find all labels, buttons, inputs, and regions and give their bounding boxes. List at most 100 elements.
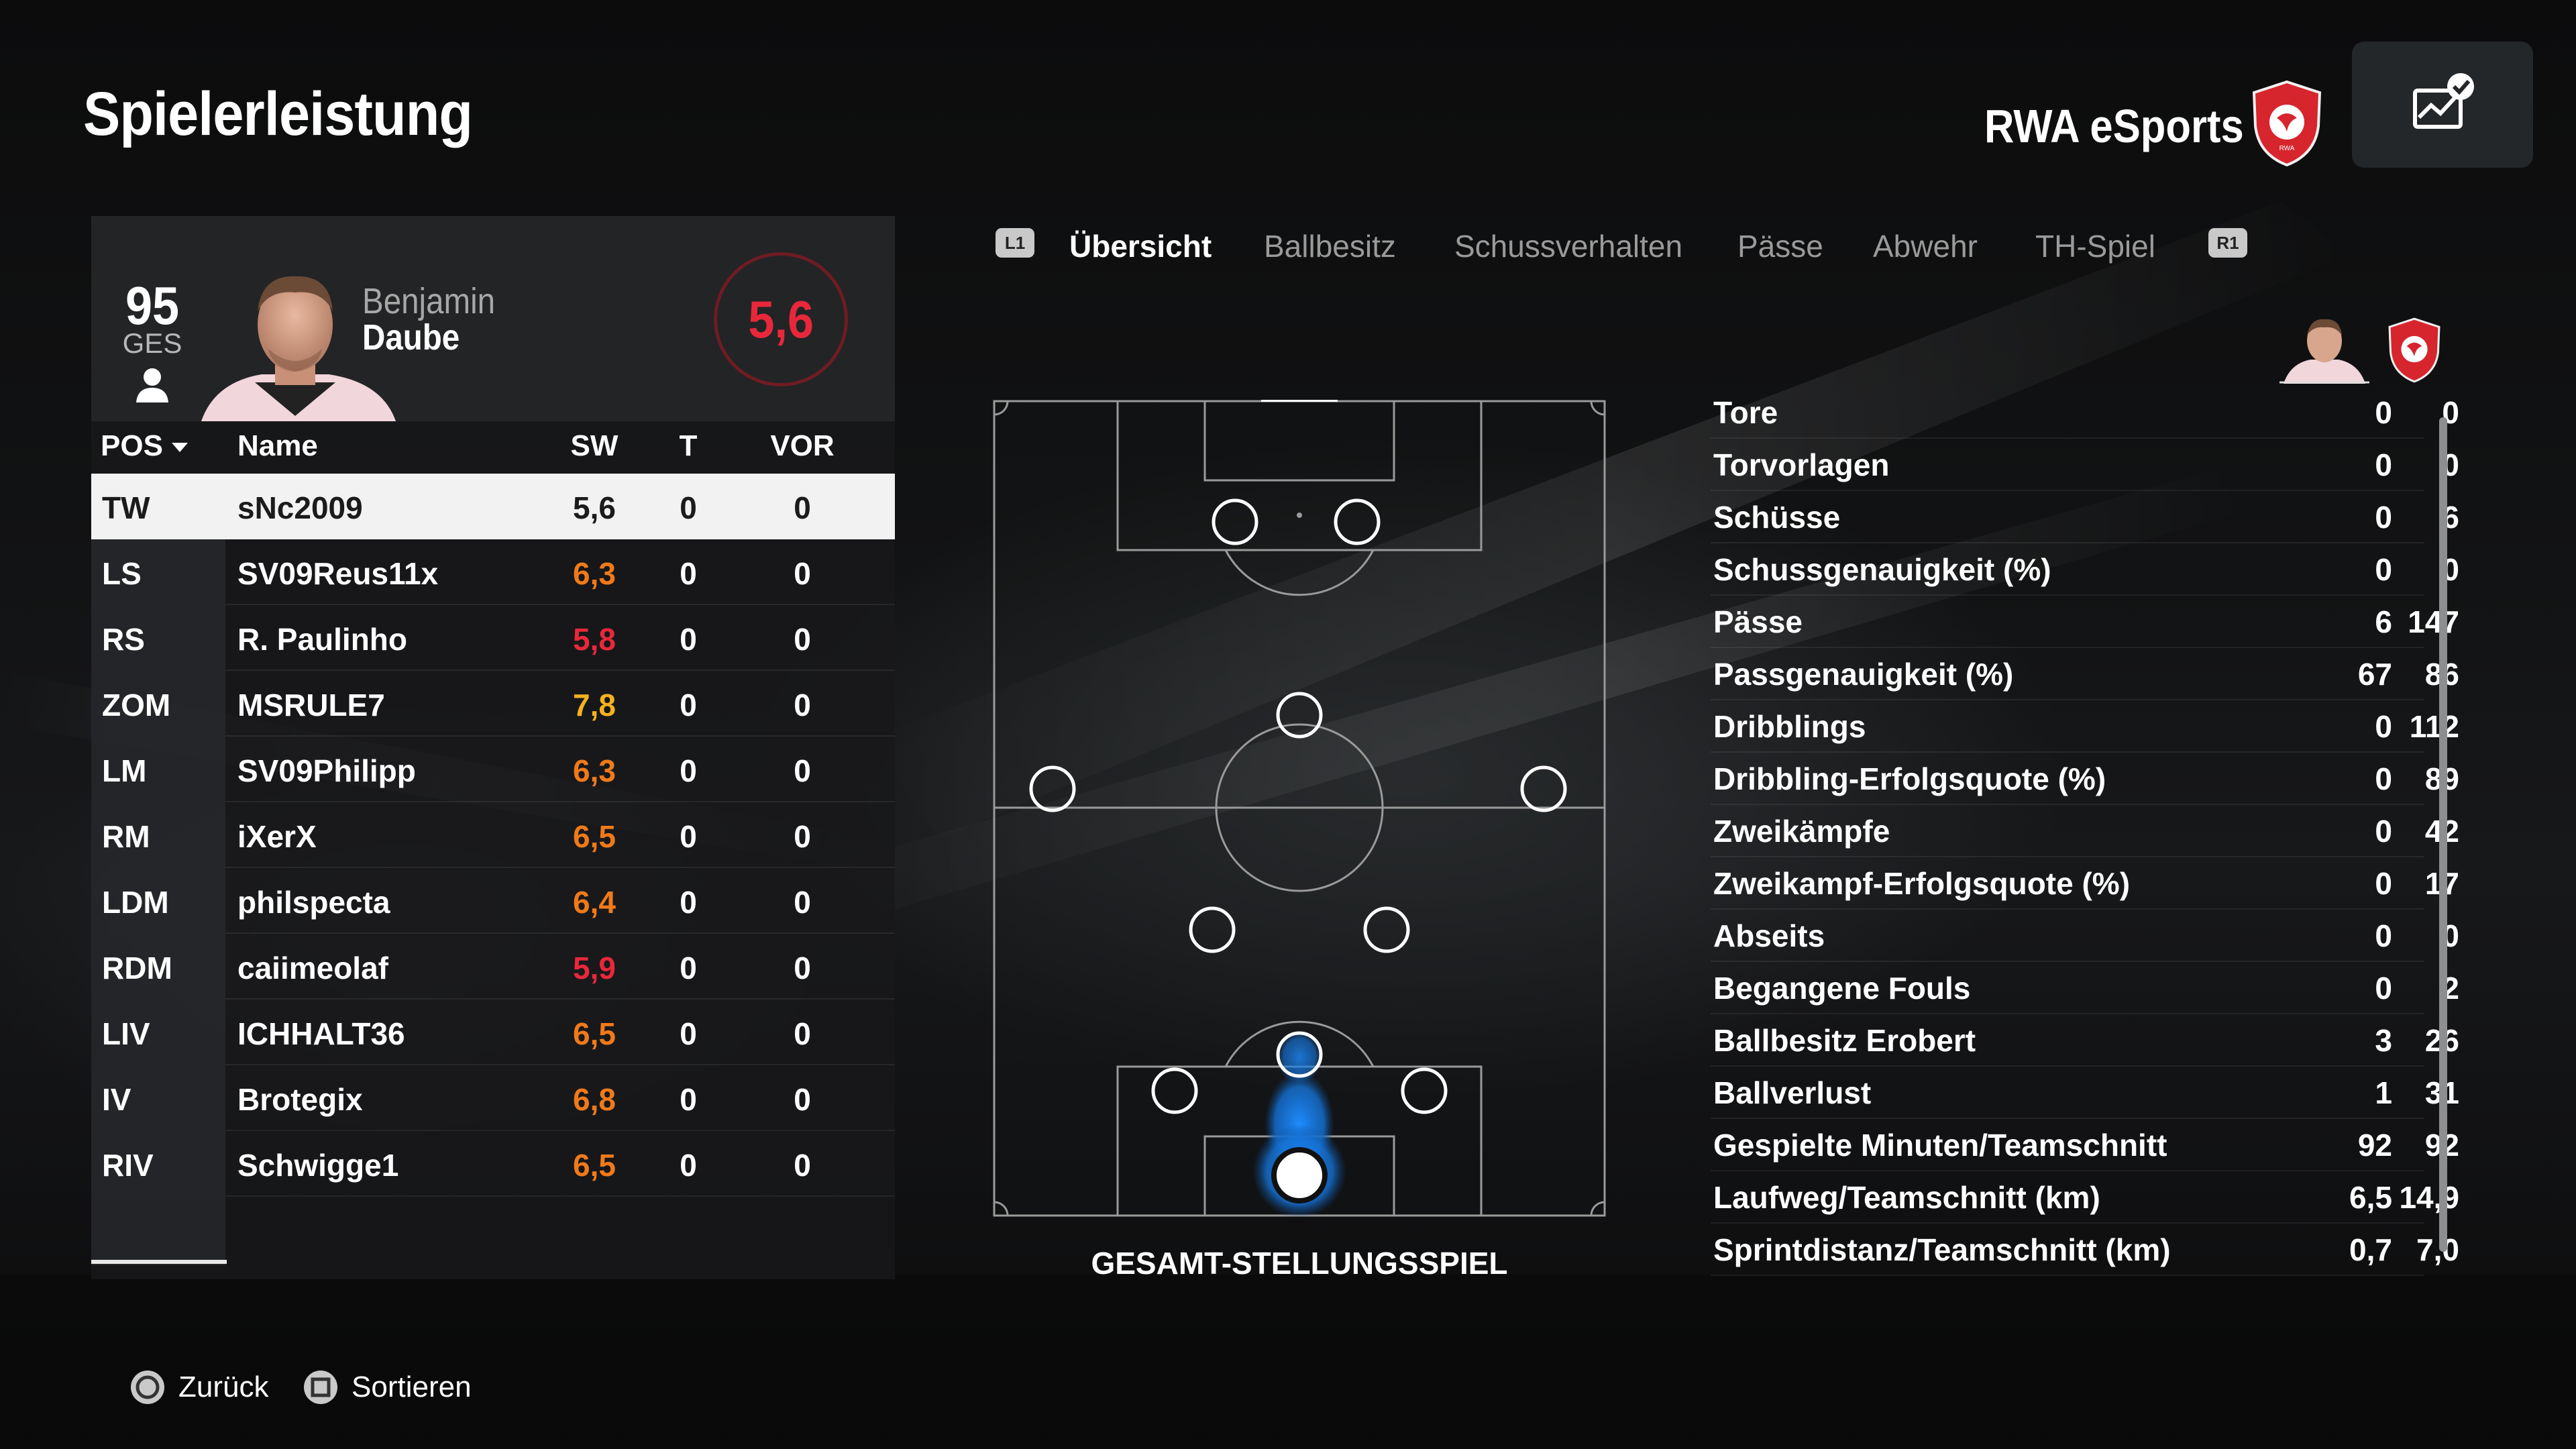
stat-label: Zweikämpfe xyxy=(1713,814,1890,849)
table-row[interactable]: RS R. Paulinho 5,8 0 0 xyxy=(91,605,895,671)
r1-button[interactable]: R1 xyxy=(2208,228,2247,258)
selected-player-marker xyxy=(1271,1147,1328,1203)
table-row[interactable]: RIV Schwigge1 6,5 0 0 xyxy=(91,1131,895,1197)
stats-scrollbar-thumb[interactable] xyxy=(2439,417,2447,1252)
tab-th-spiel[interactable]: TH-Spiel xyxy=(2035,229,2155,264)
l1-button[interactable]: L1 xyxy=(996,228,1034,258)
sort-button[interactable]: Sortieren xyxy=(302,1368,472,1406)
player-goals-cell: 0 xyxy=(680,951,697,985)
player-position: LS xyxy=(102,556,142,591)
stat-player-value: 67 xyxy=(2357,657,2392,692)
stat-team-value: 2 xyxy=(2442,971,2459,1006)
player-rating-cell: 6,4 xyxy=(573,885,616,920)
stat-team-value: 42 xyxy=(2392,813,2459,849)
player-position: RM xyxy=(102,819,150,854)
player-position: LDM xyxy=(102,885,169,920)
player-name: caiimeolaf xyxy=(237,951,388,985)
player-position: TW xyxy=(102,490,150,525)
player-assists-cell: 0 xyxy=(794,1082,811,1117)
player-assists-cell: 0 xyxy=(794,753,811,788)
stat-label: Torvorlagen xyxy=(1713,447,1890,482)
stat-row: Tore 0 0 xyxy=(1711,386,2459,439)
share-stats-button[interactable] xyxy=(2352,42,2533,168)
tab-paesse[interactable]: Pässe xyxy=(1737,229,1823,264)
player-goals-cell: 0 xyxy=(680,556,697,591)
stat-player-value: 0,7 xyxy=(2349,1232,2392,1267)
player-goals-cell: 0 xyxy=(680,885,697,920)
column-sw[interactable]: SW xyxy=(570,429,619,462)
stat-label: Ballbesitz Erobert xyxy=(1713,1023,1976,1058)
stat-player-value: 0 xyxy=(2375,866,2392,901)
column-pos[interactable]: POS xyxy=(101,429,190,463)
row-divider xyxy=(1711,856,2424,857)
player-assists-cell: 0 xyxy=(794,951,811,985)
square-button-icon xyxy=(304,1371,337,1404)
player-rating-cell: 6,3 xyxy=(573,753,616,788)
row-divider xyxy=(1711,542,2424,543)
table-row[interactable]: LDM philspecta 6,4 0 0 xyxy=(91,868,895,934)
tab-uebersicht[interactable]: Übersicht xyxy=(1069,229,1212,264)
player-assists-cell: 0 xyxy=(794,1148,811,1183)
row-divider xyxy=(1711,594,2424,596)
stat-team-value: 92 xyxy=(2392,1127,2459,1163)
player-goals-cell: 0 xyxy=(680,819,697,854)
table-row[interactable]: IV Brotegix 6,8 0 0 xyxy=(91,1065,895,1131)
column-vor[interactable]: VOR xyxy=(770,429,835,462)
player-assists-cell: 0 xyxy=(794,622,811,657)
player-position: LIV xyxy=(102,1016,150,1051)
stat-label: Sprintdistanz/Teamschnitt (km) xyxy=(1713,1232,2171,1267)
row-divider xyxy=(225,1064,895,1065)
player-assists-cell: 0 xyxy=(794,688,811,722)
row-divider xyxy=(225,538,895,539)
stat-player-value: 0 xyxy=(2375,761,2392,796)
player-name: philspecta xyxy=(237,885,390,920)
player-rating-cell: 5,9 xyxy=(573,951,616,985)
tab-abwehr[interactable]: Abwehr xyxy=(1873,229,1978,264)
stats-list: Tore 0 0 Torvorlagen 0 0 Schüsse 0 6 Schussgenaui… xyxy=(1711,386,2459,1276)
player-name: ICHHALT36 xyxy=(237,1016,405,1051)
player-name: Brotegix xyxy=(237,1082,363,1117)
stat-player-value: 0 xyxy=(2375,447,2392,482)
player-rating: 5,6 xyxy=(748,289,814,349)
player-rating-cell: 7,8 xyxy=(573,688,616,722)
row-divider xyxy=(225,1195,895,1197)
back-button[interactable]: Zurück xyxy=(129,1368,268,1406)
player-position: RS xyxy=(102,622,145,657)
column-name[interactable]: Name xyxy=(237,429,318,462)
row-divider xyxy=(1711,908,2424,910)
table-row[interactable]: LIV ICHHALT36 6,5 0 0 xyxy=(91,1000,895,1065)
column-t[interactable]: T xyxy=(679,429,698,462)
stat-label: Zweikampf-Erfolgsquote (%) xyxy=(1713,866,2131,901)
stat-player-value: 0 xyxy=(2375,814,2392,849)
player-goals-cell: 0 xyxy=(680,1148,697,1183)
player-position: ZOM xyxy=(102,688,171,722)
stat-player-value: 0 xyxy=(2375,709,2392,744)
stat-player-value: 0 xyxy=(2375,500,2392,535)
player-goals-cell: 0 xyxy=(680,1082,697,1117)
table-row[interactable]: ZOM MSRULE7 7,8 0 0 xyxy=(91,671,895,737)
table-row[interactable]: LM SV09Philipp 6,3 0 0 xyxy=(91,737,895,802)
row-divider xyxy=(225,669,895,671)
row-divider xyxy=(1711,804,2424,805)
stat-row: Abseits 0 0 xyxy=(1711,910,2459,962)
column-pos-label: POS xyxy=(101,429,163,462)
row-divider xyxy=(225,1130,895,1131)
stat-row: Pässe 6 147 xyxy=(1711,596,2459,648)
player-rating-cell: 6,5 xyxy=(573,819,616,854)
table-row[interactable]: TW sNc2009 5,6 0 0 xyxy=(91,474,895,539)
player-assists-cell: 0 xyxy=(794,885,811,920)
table-row[interactable]: RM iXerX 6,5 0 0 xyxy=(91,802,895,868)
stat-row: Zweikampf-Erfolgsquote (%) 017 xyxy=(1711,857,2459,910)
stat-team-value: 86 xyxy=(2392,656,2459,692)
stat-row: Laufweg/Teamschnitt (km) 6,5 14,9 xyxy=(1711,1171,2459,1224)
stat-player-value: 0 xyxy=(2375,971,2392,1006)
sort-arrow-icon xyxy=(171,443,188,453)
tab-schussverhalten[interactable]: Schussverhalten xyxy=(1454,229,1683,264)
stat-row: Zweikämpfe 042 xyxy=(1711,805,2459,857)
stat-row: Gespielte Minuten/Teamschnitt 9292 xyxy=(1711,1119,2459,1171)
table-row[interactable]: LS SV09Reus11x 6,3 0 0 xyxy=(91,539,895,605)
table-row[interactable]: RDM caiimeolaf 5,9 0 0 xyxy=(91,934,895,1000)
tab-ballbesitz[interactable]: Ballbesitz xyxy=(1264,229,1396,264)
row-divider xyxy=(1711,647,2424,648)
player-assists-cell: 0 xyxy=(794,819,811,854)
